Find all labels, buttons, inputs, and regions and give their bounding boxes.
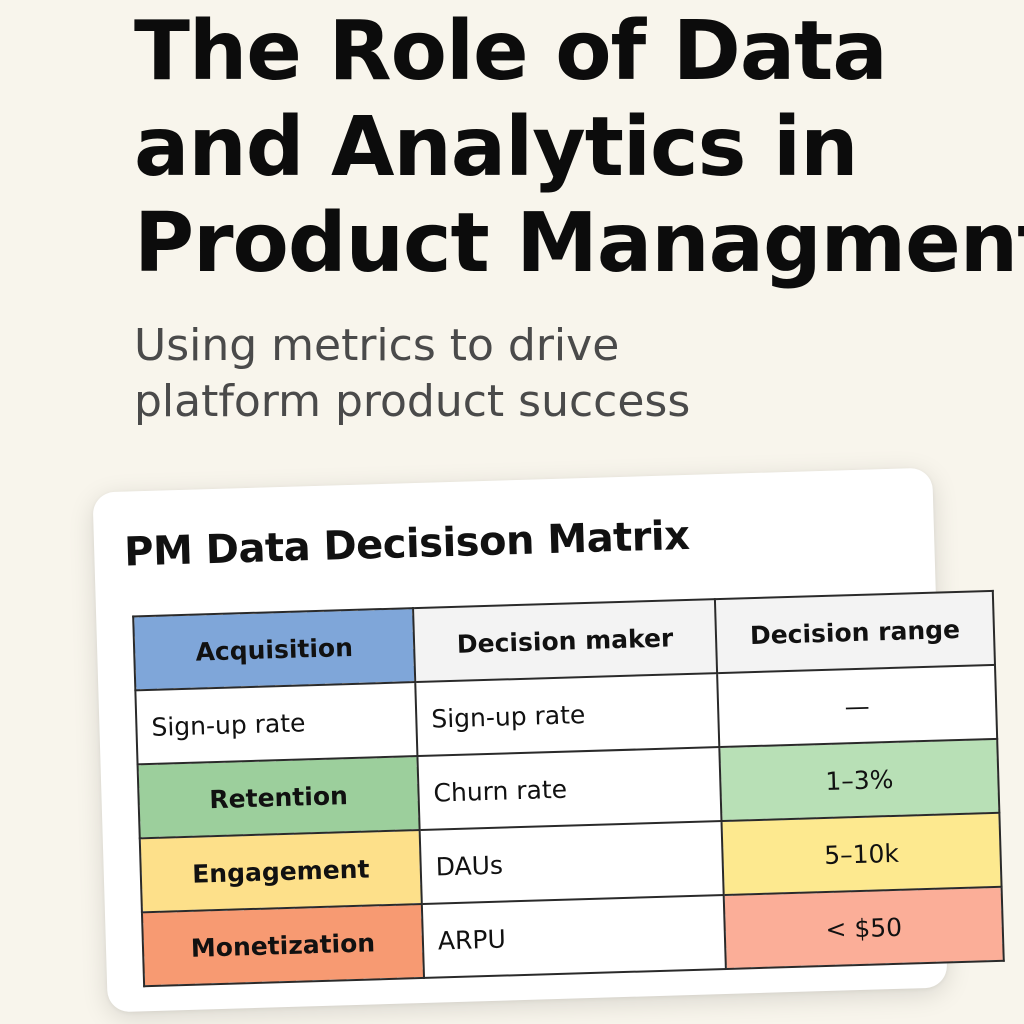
title-line-3: Product Managment: [134, 196, 1024, 291]
table-cell-monetization: Monetization: [141, 903, 425, 987]
table-cell-decision-maker: DAUs: [419, 821, 724, 904]
table-cell-decision-maker: Churn rate: [417, 747, 722, 831]
card-title: PM Data Decisison Matrix: [123, 512, 691, 576]
table-cell-decision-maker: ARPU: [421, 895, 726, 978]
table-cell-engagement: Engagement: [139, 830, 422, 913]
title-line-1: The Role of Data: [134, 4, 888, 99]
title-line-2: and Analytics in: [134, 100, 858, 195]
table-cell-decision-range: 1–3%: [719, 738, 1000, 822]
subtitle-line-1: Using metrics to drive: [134, 320, 620, 371]
subtitle-line-2: platform product success: [134, 376, 691, 427]
table-header-decision-range: Decision range: [714, 590, 995, 674]
decision-matrix-table: Acquisition Decision maker Decision rang…: [132, 590, 1005, 987]
table-cell-metric: Sign-up rate: [135, 682, 418, 765]
table-cell-decision-range: —: [717, 664, 998, 748]
decision-matrix-card: PM Data Decisison Matrix Acquisition Dec…: [92, 467, 1004, 1013]
table-header-decision-maker: Decision maker: [413, 599, 718, 683]
table-cell-decision-maker: Sign-up rate: [415, 673, 720, 757]
page-subtitle: Using metrics to drive platform product …: [134, 318, 690, 430]
table-cell-decision-range: 5–10k: [721, 812, 1002, 896]
table-cell-decision-range: < $50: [723, 886, 1004, 969]
page-title: The Role of Data and Analytics in Produc…: [134, 4, 1024, 292]
table-cell-retention: Retention: [137, 756, 420, 839]
table-cell-acquisition: Acquisition: [133, 608, 416, 691]
